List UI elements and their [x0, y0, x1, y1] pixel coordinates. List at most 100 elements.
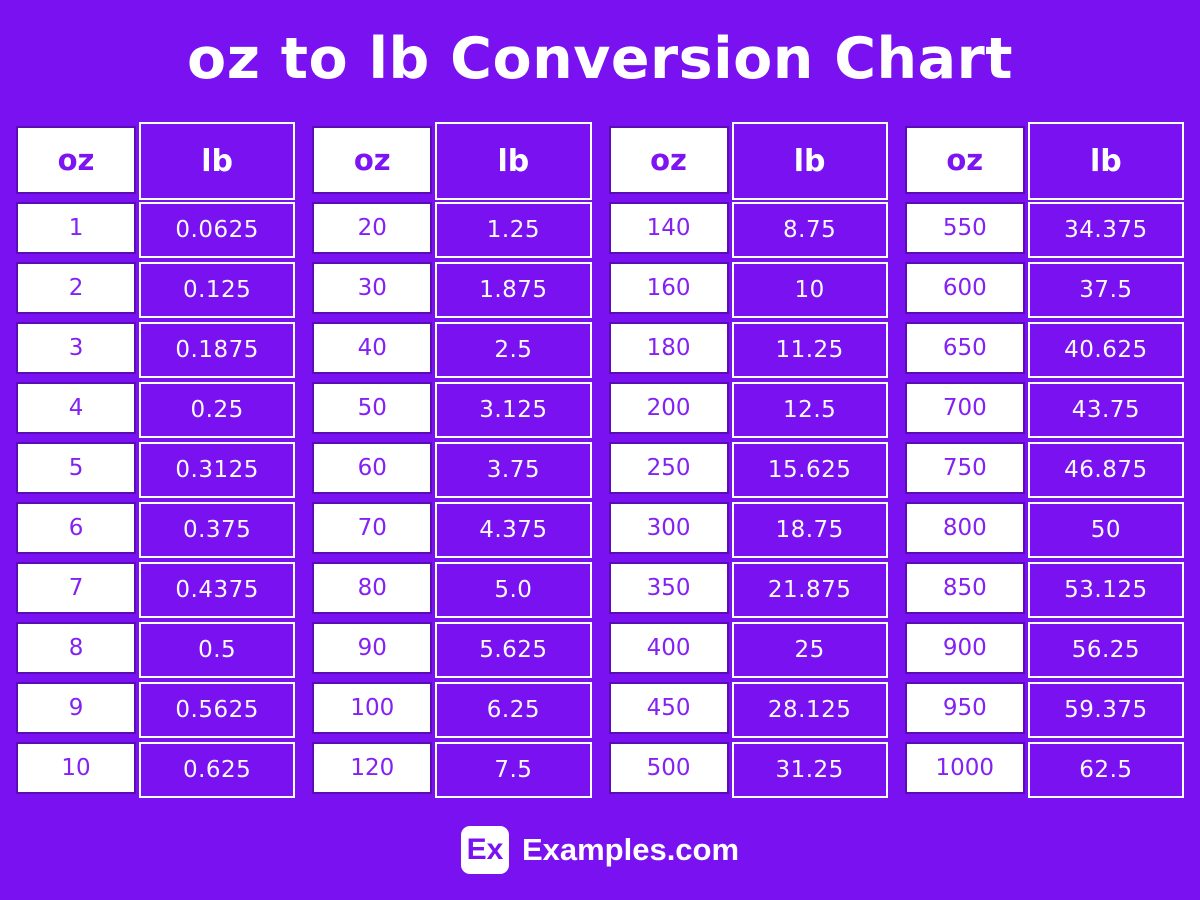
oz-value-cell: 600: [904, 262, 1025, 314]
oz-column-header: oz: [312, 126, 433, 194]
lb-value-cell: 5.625: [435, 622, 592, 678]
oz-value-cell: 7: [16, 562, 137, 614]
lb-value-cell: 37.5: [1027, 262, 1184, 318]
oz-value-cell: 650: [904, 322, 1025, 374]
examples-logo: Ex: [460, 826, 509, 874]
oz-column-header: oz: [904, 126, 1025, 194]
lb-column-header: lb: [139, 122, 296, 200]
oz-value-cell: 500: [608, 742, 729, 794]
oz-column-header: oz: [608, 126, 729, 194]
oz-column: oz 20 30 40 50 60 70 80 90 100 120: [312, 122, 433, 800]
examples-logo-text: Ex: [466, 833, 504, 866]
conversion-tables-container: oz 1 2 3 4 5 6 7 8 9 10 lb 0.0625 0.125 0.1875 0.25 0…: [16, 122, 1184, 800]
lb-value-cell: 1.25: [435, 202, 592, 258]
lb-value-cell: 0.625: [139, 742, 296, 798]
oz-value-cell: 1000: [904, 742, 1025, 794]
oz-value-cell: 200: [608, 382, 729, 434]
oz-value-cell: 10: [16, 742, 137, 794]
oz-value-cell: 950: [904, 682, 1025, 734]
oz-value-cell: 400: [608, 622, 729, 674]
oz-value-cell: 90: [312, 622, 433, 674]
lb-value-cell: 0.25: [139, 382, 296, 438]
lb-value-cell: 15.625: [731, 442, 888, 498]
footer: Ex Examples.com: [0, 826, 1200, 874]
oz-value-cell: 20: [312, 202, 433, 254]
lb-value-cell: 25: [731, 622, 888, 678]
conversion-table: oz 20 30 40 50 60 70 80 90 100 120 lb 1.25 1.875 2.…: [312, 122, 592, 800]
oz-column: oz 140 160 180 200 250 300 350 400 450 500: [608, 122, 729, 800]
oz-value-cell: 2: [16, 262, 137, 314]
lb-value-cell: 59.375: [1027, 682, 1184, 738]
oz-value-cell: 1: [16, 202, 137, 254]
lb-value-cell: 56.25: [1027, 622, 1184, 678]
oz-value-cell: 120: [312, 742, 433, 794]
lb-column: lb 0.0625 0.125 0.1875 0.25 0.3125 0.375 0.437…: [139, 122, 296, 800]
conversion-table: oz 550 600 650 700 750 800 850 900 950 1000 lb 34…: [904, 122, 1184, 800]
lb-value-cell: 5.0: [435, 562, 592, 618]
oz-value-cell: 160: [608, 262, 729, 314]
oz-value-cell: 60: [312, 442, 433, 494]
lb-value-cell: 0.4375: [139, 562, 296, 618]
oz-value-cell: 50: [312, 382, 433, 434]
oz-value-cell: 700: [904, 382, 1025, 434]
lb-value-cell: 43.75: [1027, 382, 1184, 438]
lb-value-cell: 31.25: [731, 742, 888, 798]
lb-value-cell: 10: [731, 262, 888, 318]
lb-value-cell: 4.375: [435, 502, 592, 558]
lb-value-cell: 0.375: [139, 502, 296, 558]
oz-value-cell: 300: [608, 502, 729, 554]
oz-value-cell: 180: [608, 322, 729, 374]
lb-value-cell: 28.125: [731, 682, 888, 738]
oz-value-cell: 3: [16, 322, 137, 374]
lb-value-cell: 34.375: [1027, 202, 1184, 258]
lb-value-cell: 11.25: [731, 322, 888, 378]
lb-value-cell: 12.5: [731, 382, 888, 438]
oz-value-cell: 350: [608, 562, 729, 614]
oz-value-cell: 900: [904, 622, 1025, 674]
lb-column: lb 34.375 37.5 40.625 43.75 46.875 50 53.125 56…: [1027, 122, 1184, 800]
lb-value-cell: 3.125: [435, 382, 592, 438]
oz-value-cell: 4: [16, 382, 137, 434]
lb-value-cell: 3.75: [435, 442, 592, 498]
lb-value-cell: 6.25: [435, 682, 592, 738]
oz-value-cell: 140: [608, 202, 729, 254]
oz-value-cell: 250: [608, 442, 729, 494]
oz-value-cell: 30: [312, 262, 433, 314]
conversion-table: oz 1 2 3 4 5 6 7 8 9 10 lb 0.0625 0.125 0.1875 0.25 0…: [16, 122, 296, 800]
lb-value-cell: 0.5625: [139, 682, 296, 738]
oz-column-header: oz: [16, 126, 137, 194]
oz-value-cell: 40: [312, 322, 433, 374]
lb-value-cell: 0.3125: [139, 442, 296, 498]
site-name: Examples.com: [521, 832, 740, 867]
oz-value-cell: 850: [904, 562, 1025, 614]
lb-column-header: lb: [435, 122, 592, 200]
oz-value-cell: 800: [904, 502, 1025, 554]
lb-value-cell: 40.625: [1027, 322, 1184, 378]
oz-value-cell: 70: [312, 502, 433, 554]
lb-column-header: lb: [731, 122, 888, 200]
lb-value-cell: 46.875: [1027, 442, 1184, 498]
conversion-table: oz 140 160 180 200 250 300 350 400 450 500 lb 8.7…: [608, 122, 888, 800]
lb-value-cell: 2.5: [435, 322, 592, 378]
lb-value-cell: 0.0625: [139, 202, 296, 258]
lb-value-cell: 18.75: [731, 502, 888, 558]
lb-column-header: lb: [1027, 122, 1184, 200]
lb-column: lb 8.75 10 11.25 12.5 15.625 18.75 21.875 25 28.…: [731, 122, 888, 800]
oz-value-cell: 100: [312, 682, 433, 734]
oz-value-cell: 8: [16, 622, 137, 674]
lb-value-cell: 0.125: [139, 262, 296, 318]
oz-value-cell: 5: [16, 442, 137, 494]
lb-value-cell: 0.5: [139, 622, 296, 678]
lb-value-cell: 8.75: [731, 202, 888, 258]
oz-column: oz 550 600 650 700 750 800 850 900 950 1000: [904, 122, 1025, 800]
oz-column: oz 1 2 3 4 5 6 7 8 9 10: [16, 122, 137, 800]
lb-value-cell: 53.125: [1027, 562, 1184, 618]
lb-value-cell: 21.875: [731, 562, 888, 618]
oz-value-cell: 6: [16, 502, 137, 554]
lb-value-cell: 62.5: [1027, 742, 1184, 798]
lb-value-cell: 7.5: [435, 742, 592, 798]
oz-value-cell: 9: [16, 682, 137, 734]
lb-column: lb 1.25 1.875 2.5 3.125 3.75 4.375 5.0 5.625 6.2…: [435, 122, 592, 800]
oz-value-cell: 450: [608, 682, 729, 734]
oz-value-cell: 80: [312, 562, 433, 614]
